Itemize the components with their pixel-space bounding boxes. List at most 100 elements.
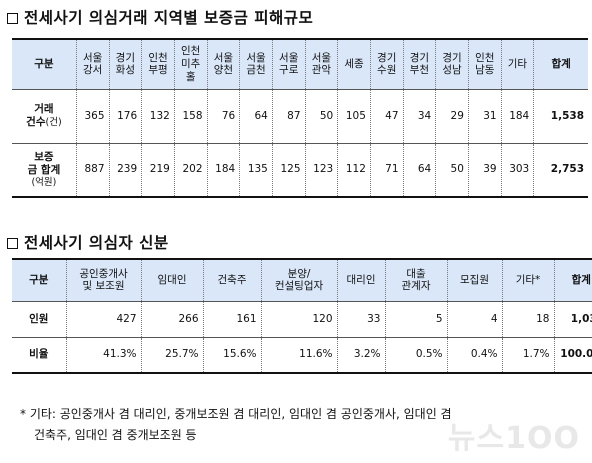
table-cell: 123: [304, 143, 338, 198]
column-header-region: 인천 미추 홀: [173, 38, 208, 90]
column-header-region: 경기 수원: [369, 38, 404, 90]
column-header-region: 기타: [500, 38, 534, 90]
category-label: 관계자: [401, 280, 431, 293]
table-cell: 87: [271, 89, 306, 144]
suspect-identity-table: 구분 공인중개사 및 보조원 임대인 건축주 분양/컨설팅업자 대리인 대출 관계자 모집원 기타*…: [12, 258, 592, 374]
category-label: 모집원: [460, 273, 489, 286]
row-header: 거래 건수(건): [12, 89, 77, 144]
section1-title: 전세사기 의심거래 지역별 보증금 피해규모: [7, 6, 313, 28]
column-header-region: 서울 강서: [75, 38, 109, 90]
region-label: 세종: [344, 57, 364, 70]
footnote-line1: * 기타: 공인중개사 겸 대리인, 중개보조원 겸 대리인, 임대인 겸 공인…: [20, 407, 452, 421]
table-cell: 112: [337, 143, 371, 198]
table-cell: 125: [271, 143, 306, 198]
region-label: 서울: [213, 51, 234, 64]
column-header-region: 서울 관악: [304, 38, 338, 90]
table-cell: 39: [467, 143, 502, 198]
table-cell: 158: [173, 89, 208, 144]
table-cell: 18: [501, 301, 554, 338]
column-header-region: 서울 구로: [271, 38, 306, 90]
region-label: 기타: [507, 57, 528, 70]
table-cell: 47: [369, 89, 404, 144]
region-label: 홀: [185, 70, 196, 83]
region-label: 인천: [475, 51, 495, 64]
footnote-line2: 건축주, 임대인 겸 중개보조원 등: [34, 428, 197, 442]
table-row: 비율 41.3% 25.7% 15.6% 11.6% 3.2% 0.5% 0.4% 1.7% 10…: [12, 337, 592, 374]
region-label: 경기: [442, 51, 462, 64]
column-header-region: 서울 양천: [206, 38, 240, 90]
table-cell: 25.7%: [140, 337, 203, 374]
row-header: 비율: [12, 337, 66, 374]
category-label: 분양/: [287, 267, 311, 280]
region-label: 부천: [409, 64, 430, 77]
region-label: 경기: [377, 51, 397, 64]
region-label: 관악: [311, 64, 332, 77]
row-unit: (억원): [31, 176, 57, 188]
column-header-region: 경기 성남: [435, 38, 469, 90]
table-cell: 202: [173, 143, 208, 198]
table-cell: 176: [108, 89, 142, 144]
table-header-row: 구분 서울 강서 경기 화성 인천 부평 인천 미추 홀 서울 양천 서울 금천 서울 구로 서울 관악 세종 경기 수…: [12, 38, 588, 90]
column-header-category: 모집원: [446, 258, 502, 302]
table-cell: 887: [75, 143, 109, 198]
table-cell: 135: [239, 143, 273, 198]
region-label: 경기: [115, 51, 135, 64]
table-cell: 31: [467, 89, 502, 144]
table-cell: 71: [369, 143, 404, 198]
region-label: 성남: [442, 64, 462, 77]
table-cell: 132: [141, 89, 175, 144]
column-header-category: 기타*: [501, 258, 554, 302]
category-label: 공인중개사: [79, 267, 128, 280]
region-label: 구로: [279, 64, 299, 77]
column-header-region: 경기 부천: [402, 38, 436, 90]
region-label: 부평: [148, 64, 168, 77]
column-header-category: 건축주: [202, 258, 261, 302]
column-header-region: 세종: [337, 38, 371, 90]
table-cell: 161: [202, 301, 261, 338]
table-cell-total: 1,538: [533, 89, 588, 144]
category-label: 및 보조원: [82, 280, 125, 293]
table-cell: 11.6%: [260, 337, 337, 374]
table-cell: 3.2%: [336, 337, 385, 374]
table-cell: 41.3%: [65, 337, 141, 374]
table-cell: 184: [206, 143, 240, 198]
table-row: 보증 금 합계 (억원) 887 239 219 202 184 135 125 123 112 71 6…: [12, 143, 588, 198]
category-label: 대리인: [346, 273, 376, 286]
category-label: 기타*: [515, 273, 541, 286]
row-label: 건수(건): [15, 116, 73, 129]
table-cell: 64: [239, 89, 273, 144]
region-label: 양천: [213, 64, 234, 77]
table-cell: 64: [402, 143, 436, 198]
column-header-label: 구분: [12, 258, 66, 302]
column-header-region: 인천 부평: [141, 38, 175, 90]
region-label: 서울: [83, 51, 103, 64]
section2-title: 전세사기 의심자 신분: [7, 231, 169, 253]
region-label: 경기: [409, 51, 430, 64]
region-label: 화성: [115, 64, 135, 77]
table-cell: 76: [206, 89, 240, 144]
table-header-row: 구분 공인중개사 및 보조원 임대인 건축주 분양/컨설팅업자 대리인 대출 관계자 모집원 기타*…: [12, 258, 592, 302]
category-label: 건축주: [217, 273, 247, 286]
column-header-category: 공인중개사 및 보조원: [65, 258, 141, 302]
region-label: 수원: [377, 64, 397, 77]
square-box-icon: [7, 13, 18, 24]
column-header-total: 합계: [553, 258, 592, 302]
column-header-region: 서울 금천: [239, 38, 273, 90]
watermark-logo: 뉴스1OO: [447, 421, 580, 456]
table-cell: 0.4%: [446, 337, 502, 374]
region-label: 남동: [475, 64, 495, 77]
table-cell: 239: [108, 143, 142, 198]
table-cell: 50: [304, 89, 338, 144]
column-header-label: 구분: [12, 38, 77, 90]
column-header-region: 인천 남동: [467, 38, 502, 90]
table-cell: 365: [75, 89, 109, 144]
footnote: * 기타: 공인중개사 겸 대리인, 중개보조원 겸 대리인, 임대인 겸 공인…: [20, 404, 580, 446]
region-label: 인천: [148, 51, 168, 64]
table-cell: 120: [260, 301, 337, 338]
region-label: 서울: [311, 51, 332, 64]
table-cell-total: 1,034: [553, 301, 592, 338]
table-cell: 34: [402, 89, 436, 144]
region-label: 서울: [246, 51, 266, 64]
table-cell: 33: [336, 301, 385, 338]
